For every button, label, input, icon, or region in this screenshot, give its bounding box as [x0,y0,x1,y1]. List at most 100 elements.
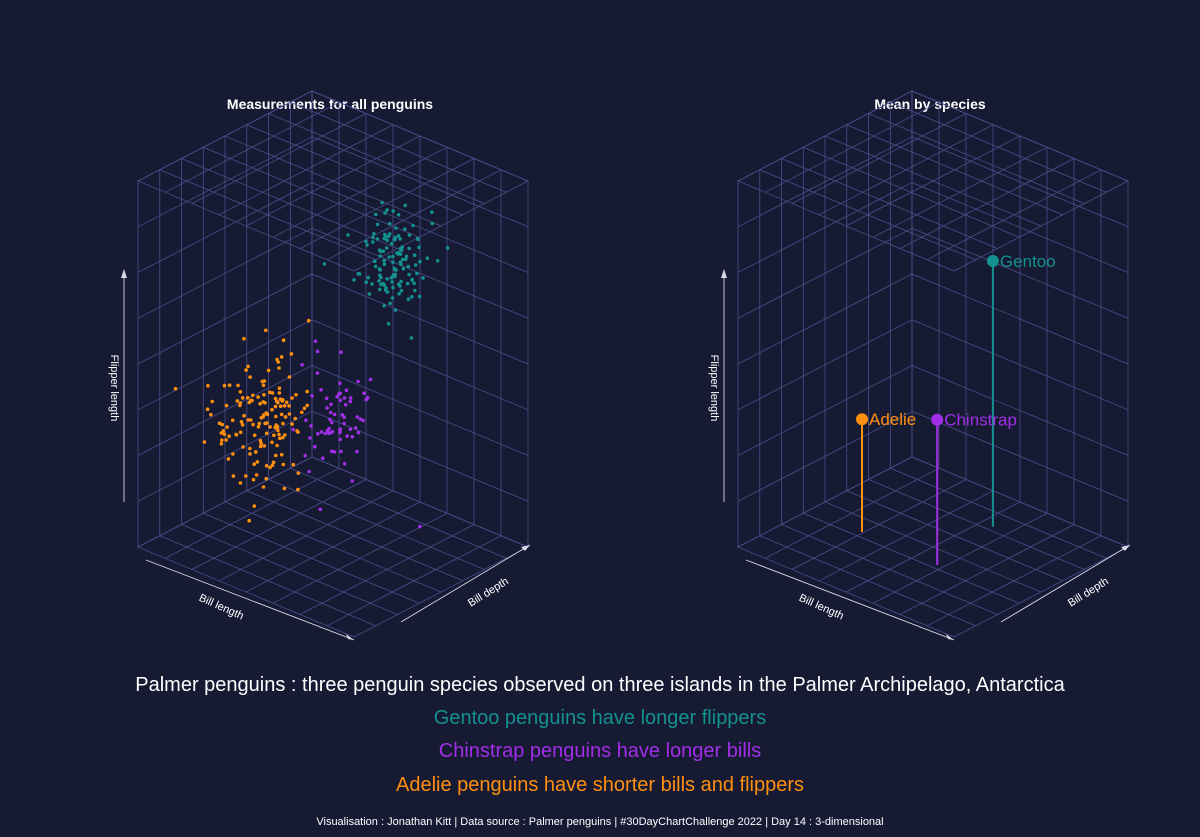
point-adelie [275,443,279,448]
point-gentoo [413,288,417,293]
left-wall-gridline [911,136,1129,228]
point-gentoo [382,304,386,308]
point-adelie [277,391,282,395]
point-gentoo [386,321,391,326]
point-chinstrap [303,453,308,458]
point-gentoo [379,275,383,280]
point-chinstrap [307,469,311,474]
point-chinstrap [338,437,343,442]
point-gentoo [394,226,398,230]
point-gentoo [385,277,389,281]
point-chinstrap [325,406,329,410]
points-all [173,200,450,529]
point-gentoo [384,246,389,250]
point-adelie [264,328,268,333]
point-gentoo [413,263,418,267]
point-chinstrap [340,413,345,417]
floor-gridline [846,490,1063,582]
point-chinstrap [350,435,355,439]
point-chinstrap [291,427,296,432]
point-gentoo [393,308,398,312]
point-adelie [282,486,287,491]
point-adelie [264,464,269,468]
point-gentoo [421,276,425,280]
point-adelie [266,368,271,373]
top-gridline [818,124,994,216]
point-gentoo [435,259,440,263]
point-chinstrap [362,391,366,396]
point-chinstrap [338,381,342,386]
left-wall-gridline [311,273,529,365]
point-chinstrap [318,507,323,512]
top-gridline [191,113,367,204]
top-gridline [824,135,1042,227]
point-chinstrap [342,421,347,426]
point-adelie [281,421,285,426]
floor-gridline [764,467,940,559]
point-adelie [273,396,278,401]
point-chinstrap [348,427,353,432]
point-chinstrap [332,412,337,417]
point-chinstrap [329,402,333,407]
floor-gridline [224,501,442,593]
point-gentoo [377,279,381,283]
point-adelie [257,421,262,426]
point-adelie [295,429,299,433]
point-adelie [287,412,292,416]
axes-mean: Bill length Bill depth Flipper length [708,269,1131,641]
top-gridline [290,101,507,193]
point-gentoo [356,272,361,276]
point-gentoo [417,245,421,249]
x-axis-label: Bill length [797,592,845,622]
left-wall-gridline [311,227,529,319]
point-adelie [287,404,291,408]
left-wall-gridline [911,182,1129,273]
point-adelie [281,398,285,402]
point-gentoo [379,282,383,287]
point-adelie [248,452,252,456]
point-adelie [241,445,245,449]
point-gentoo [366,275,371,280]
point-gentoo [410,295,414,299]
point-adelie [258,438,263,443]
floor-gridline [218,490,394,582]
point-adelie [283,415,288,419]
point-adelie [202,440,207,444]
point-gentoo [407,246,411,251]
point-adelie [173,386,178,391]
point-chinstrap [345,434,350,438]
floor-gridline [290,467,507,559]
point-adelie [251,422,255,427]
point-adelie [277,366,281,370]
point-adelie [245,396,250,400]
point-gentoo [374,212,378,217]
top-gridline [246,124,463,216]
point-gentoo [430,210,434,214]
grid-all [137,90,529,638]
left-wall-gridline [311,136,529,228]
z-axis-label: Flipper length [708,355,720,422]
point-adelie [278,404,283,409]
point-gentoo [415,271,419,276]
point-chinstrap [313,339,318,344]
point-adelie [274,453,278,458]
top-gridline [164,101,340,193]
x-axis-label: Bill length [197,592,245,622]
point-chinstrap [330,449,334,454]
point-adelie [217,421,222,426]
point-adelie [261,485,266,489]
point-chinstrap [342,415,347,420]
point-gentoo [387,222,392,226]
point-gentoo [377,248,382,252]
point-adelie [265,421,269,425]
point-gentoo [375,237,380,241]
point-chinstrap [368,377,373,382]
point-gentoo [398,237,403,241]
point-gentoo [412,253,417,257]
point-gentoo [407,272,411,277]
point-chinstrap [300,363,304,367]
mean-point-adelie [856,413,868,426]
point-adelie [289,352,294,356]
point-adelie [242,336,246,341]
bill-length-arrow [346,634,354,640]
